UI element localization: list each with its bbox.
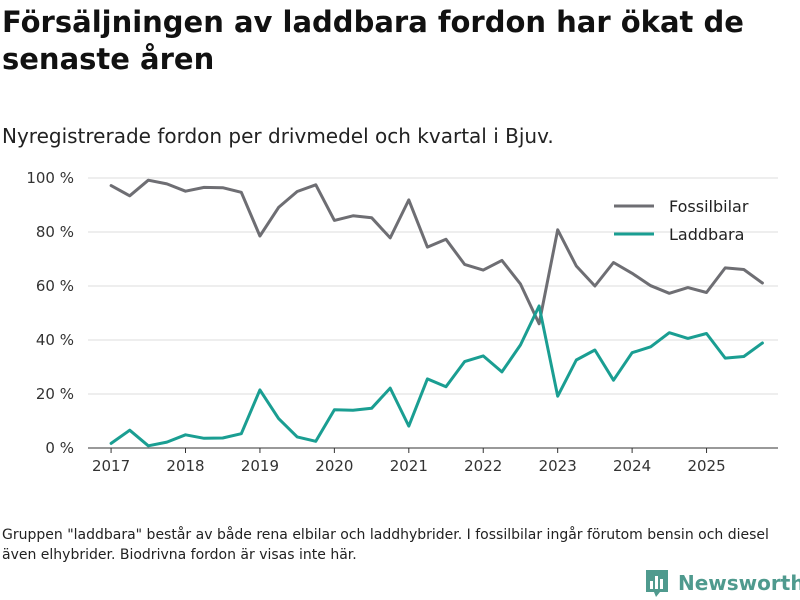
footnote: Gruppen "laddbara" består av både rena e… — [2, 527, 769, 563]
x-tick-label: 2017 — [92, 457, 130, 475]
line-chart: 0 % 20 % 40 % 60 % 80 % 100 % 2017 2018 2019 202… — [26, 169, 778, 475]
x-tick-label: 2020 — [315, 457, 353, 475]
x-axis: 2017 2018 2019 2020 2021 2022 2023 2024 2025 — [88, 447, 778, 475]
legend-label-laddbara: Laddbara — [669, 225, 744, 244]
legend: Fossilbilar Laddbara — [614, 197, 749, 244]
x-tick-label: 2019 — [241, 457, 279, 475]
y-tick-label: 60 % — [36, 277, 74, 295]
x-tick-label: 2023 — [539, 457, 577, 475]
chart-subtitle: Nyregistrerade fordon per drivmedel och … — [2, 124, 554, 148]
brand-logo[interactable]: Newsworthy — [644, 567, 800, 599]
series-lines — [109, 178, 764, 448]
x-tick-label: 2018 — [166, 457, 204, 475]
y-axis-ticks: 0 % 20 % 40 % 60 % 80 % 100 % — [26, 169, 74, 457]
x-tick-label: 2024 — [613, 457, 651, 475]
series-line-fossilbilar — [109, 178, 764, 326]
y-tick-label: 40 % — [36, 331, 74, 349]
brand-name: Newsworthy — [678, 571, 800, 595]
series-line-laddbara — [109, 304, 764, 448]
y-tick-label: 0 % — [45, 439, 74, 457]
legend-label-fossilbilar: Fossilbilar — [669, 197, 749, 216]
chart-title: Försäljningen av laddbara fordon har öka… — [2, 5, 744, 76]
y-tick-label: 80 % — [36, 223, 74, 241]
y-tick-label: 20 % — [36, 385, 74, 403]
y-tick-label: 100 % — [26, 169, 74, 187]
x-tick-label: 2025 — [687, 457, 725, 475]
x-tick-label: 2022 — [464, 457, 502, 475]
newsworthy-logo-icon — [646, 570, 668, 597]
x-tick-label: 2021 — [390, 457, 428, 475]
gridlines — [88, 177, 778, 395]
